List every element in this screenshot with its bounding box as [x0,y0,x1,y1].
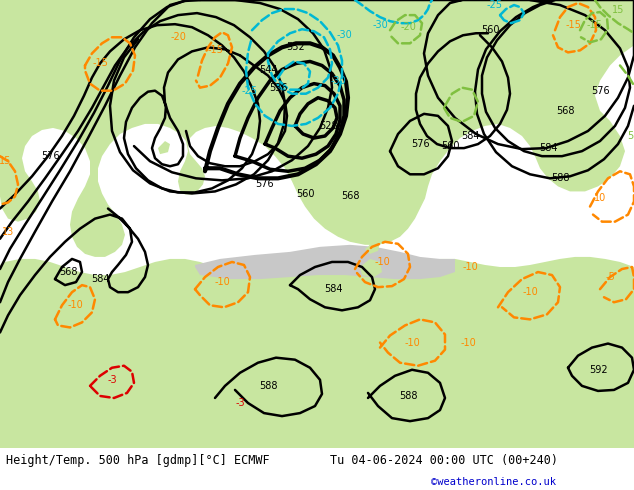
Text: 568: 568 [59,267,77,277]
Polygon shape [0,0,634,257]
Text: 552: 552 [287,42,306,52]
Text: 584: 584 [461,131,479,141]
Text: -15: -15 [565,20,581,30]
Text: 584: 584 [324,284,342,294]
Text: 588: 588 [551,173,569,183]
Polygon shape [245,0,270,15]
Text: -10: -10 [522,287,538,297]
Text: 568: 568 [556,106,574,116]
Text: 15: 15 [612,5,624,15]
Text: Tu 04-06-2024 00:00 UTC (00+240): Tu 04-06-2024 00:00 UTC (00+240) [330,454,558,466]
Text: -20: -20 [400,22,416,32]
Text: -10: -10 [404,338,420,347]
Text: 584: 584 [539,143,557,153]
Text: -3: -3 [107,375,117,385]
Text: -25: -25 [487,0,503,10]
Text: -15: -15 [586,20,602,30]
Text: 568: 568 [340,192,359,201]
Text: 528: 528 [319,121,337,131]
Text: -30: -30 [372,20,388,30]
Text: -15: -15 [207,46,223,55]
Text: 15: 15 [0,156,11,166]
Polygon shape [0,257,634,448]
Text: 576: 576 [591,86,609,96]
Text: 10: 10 [594,194,606,203]
Polygon shape [185,88,228,118]
Text: 536: 536 [269,83,287,93]
Polygon shape [300,3,358,30]
Text: -5: -5 [605,272,615,282]
Text: -10: -10 [460,338,476,347]
Polygon shape [170,104,185,121]
Text: 588: 588 [399,391,417,401]
Text: -30: -30 [336,30,352,40]
Text: 584: 584 [91,274,109,284]
Text: -10: -10 [67,300,83,310]
Text: 560: 560 [295,190,314,199]
Text: 560: 560 [481,25,499,35]
Text: 592: 592 [589,365,607,375]
Text: ©weatheronline.co.uk: ©weatheronline.co.uk [431,477,556,487]
Text: 13: 13 [2,227,14,237]
Text: -3: -3 [235,398,245,408]
Text: -10: -10 [462,262,478,272]
Text: -30: -30 [330,75,346,86]
Polygon shape [365,239,380,254]
Text: 576: 576 [256,179,275,189]
Text: 576: 576 [41,151,60,161]
Polygon shape [45,0,95,25]
Text: Height/Temp. 500 hPa [gdmp][°C] ECMWF: Height/Temp. 500 hPa [gdmp][°C] ECMWF [6,454,270,466]
Text: -20: -20 [170,32,186,42]
Polygon shape [195,245,455,279]
Text: 576: 576 [411,139,429,149]
Polygon shape [0,0,35,35]
Text: -10: -10 [214,277,230,287]
Polygon shape [158,141,170,154]
Text: -25: -25 [242,86,258,96]
Text: -10: -10 [374,257,390,267]
Polygon shape [360,259,382,277]
Text: -15: -15 [92,58,108,69]
Text: 544: 544 [259,65,277,74]
Text: 5: 5 [627,131,633,141]
Text: 588: 588 [259,381,277,391]
Text: 560: 560 [441,141,459,151]
Polygon shape [363,217,378,235]
